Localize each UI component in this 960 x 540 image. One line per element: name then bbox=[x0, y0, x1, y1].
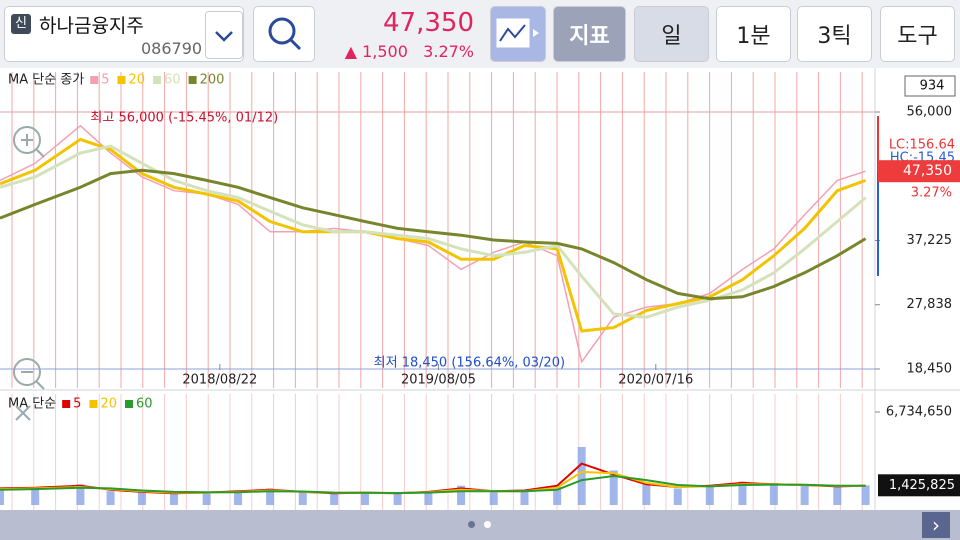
y-tick-label: 27,838 bbox=[907, 297, 953, 312]
volume-bar bbox=[31, 487, 40, 505]
current-price-box bbox=[878, 160, 960, 183]
legend-label: 200 bbox=[200, 73, 225, 88]
zoom-in[interactable] bbox=[13, 126, 41, 154]
y-tick-label: 37,225 bbox=[907, 233, 953, 248]
minute-button[interactable]: 1분 bbox=[716, 6, 791, 62]
change-pct: 3.27% bbox=[423, 42, 474, 61]
zoom-handle bbox=[35, 148, 45, 158]
current-price-label: 47,350 bbox=[903, 163, 952, 179]
volume-bar bbox=[360, 492, 369, 505]
legend-swatch bbox=[125, 400, 133, 408]
stock-selector[interactable]: 신 하나금융지주 086790 bbox=[4, 6, 244, 62]
change: 1,500 bbox=[362, 42, 408, 61]
chart-area: 56,000 37,225 27,838 18,450 2018/08/22 2019/0… bbox=[0, 68, 960, 510]
current-volume-label: 1,425,825 bbox=[889, 478, 955, 493]
ma-line bbox=[0, 137, 867, 333]
badge: 신 bbox=[11, 14, 31, 34]
change-arrow: ▲ bbox=[344, 42, 357, 61]
count: 934 bbox=[920, 79, 945, 94]
current-price: 47,350 bbox=[383, 8, 474, 38]
volume-bar bbox=[553, 487, 562, 505]
annotation: 최고 56,000 (-15.45%, 01/12) bbox=[90, 111, 278, 126]
volume-bar bbox=[0, 489, 4, 505]
volume-bar bbox=[705, 485, 714, 505]
current-volume-box bbox=[878, 474, 960, 497]
legend-swatch bbox=[117, 76, 126, 84]
volume-bar bbox=[234, 491, 243, 505]
tick-button[interactable]: 3틱 bbox=[797, 6, 872, 62]
stock-code: 086790 bbox=[141, 39, 203, 58]
legend-title: MA 단순 bbox=[8, 397, 56, 412]
legend-label: 20 bbox=[100, 397, 117, 412]
indicator-button[interactable]: 지표 bbox=[553, 6, 626, 62]
volume-bar bbox=[520, 491, 529, 505]
search-icon bbox=[268, 17, 302, 51]
volume-bar bbox=[833, 487, 842, 505]
volume-bar bbox=[738, 481, 747, 505]
legend-label: 20 bbox=[129, 73, 146, 88]
volume-bar bbox=[424, 491, 433, 505]
volume-bar bbox=[489, 492, 498, 505]
ma-line bbox=[0, 124, 866, 364]
x-tick-label: 2018/08/22 bbox=[182, 373, 257, 388]
legend-swatch bbox=[188, 76, 197, 84]
chart-icon bbox=[496, 18, 539, 48]
close-icon bbox=[15, 405, 31, 421]
pager-bar: › bbox=[0, 510, 960, 540]
volume-bar bbox=[673, 488, 682, 505]
volume-bar bbox=[769, 482, 778, 505]
legend-label: 60 bbox=[164, 73, 181, 88]
toolbar: 신 하나금융지주 086790 47,350 ▲ 1,500 3.27% 지표 … bbox=[0, 0, 960, 68]
zoom-handle bbox=[35, 380, 45, 390]
volume-bar bbox=[642, 482, 651, 505]
volume-bar bbox=[577, 447, 586, 505]
price-change: ▲ 1,500 3.27% bbox=[330, 42, 474, 61]
volume-bar bbox=[609, 470, 618, 505]
legend-label: 60 bbox=[136, 397, 153, 412]
period-button[interactable]: 일 bbox=[634, 6, 709, 62]
dropdown[interactable] bbox=[205, 11, 243, 59]
legend-swatch bbox=[89, 400, 98, 408]
x-tick-label: 2019/08/05 bbox=[401, 373, 476, 388]
volume-bar bbox=[861, 485, 870, 505]
legend-title: MA 단순 종가 bbox=[8, 73, 84, 88]
volume-bar bbox=[106, 491, 115, 505]
search-button[interactable] bbox=[253, 6, 315, 62]
volume-bar bbox=[298, 492, 307, 505]
volume-bar bbox=[169, 493, 178, 505]
volume-bar bbox=[266, 488, 275, 505]
next-button[interactable]: › bbox=[922, 512, 950, 538]
legend-swatch bbox=[90, 76, 99, 84]
y-tick-label: 56,000 bbox=[907, 105, 953, 120]
annotation: 최저 18,450 (156.64%, 03/20) bbox=[374, 356, 565, 371]
lc-label: LC:156.64 bbox=[889, 138, 955, 153]
ma-line bbox=[0, 168, 867, 301]
y-tick-label: 6,734,650 bbox=[886, 405, 952, 420]
volume-bar bbox=[202, 492, 211, 505]
stock-name: 하나금융지주 bbox=[39, 15, 144, 37]
page-dot[interactable] bbox=[468, 521, 475, 528]
volume-bar bbox=[393, 493, 402, 505]
legend-swatch bbox=[62, 400, 71, 408]
legend-label: 5 bbox=[101, 73, 109, 88]
zoom-out[interactable] bbox=[13, 358, 41, 386]
legend-swatch bbox=[153, 76, 162, 84]
volume-bar bbox=[457, 485, 466, 505]
volume-bar bbox=[800, 484, 809, 505]
count-box bbox=[904, 75, 956, 97]
legend-label: 5 bbox=[73, 397, 81, 412]
current-change: 3.27% bbox=[911, 186, 952, 201]
y-tick-label: 18,450 bbox=[907, 362, 953, 377]
volume-bar bbox=[76, 484, 85, 505]
chevron bbox=[215, 31, 233, 42]
chart-type-button[interactable] bbox=[490, 6, 546, 62]
volume-bar bbox=[137, 492, 146, 505]
tool-button[interactable]: 도구 bbox=[880, 6, 955, 62]
page-dot[interactable] bbox=[484, 521, 491, 528]
volume-ma-line bbox=[0, 474, 866, 495]
volume-bar bbox=[330, 493, 339, 505]
x-tick-label: 2020/07/16 bbox=[618, 373, 693, 388]
